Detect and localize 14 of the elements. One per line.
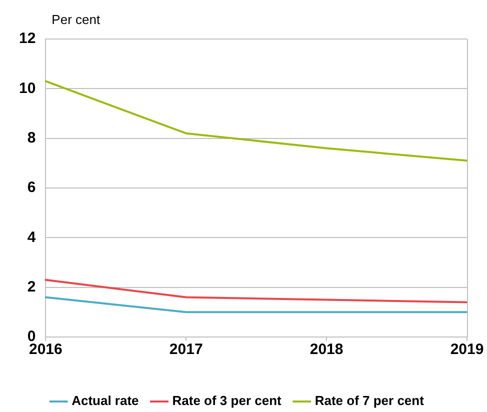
y-tick-label: 6 bbox=[27, 179, 36, 196]
y-tick-label: 4 bbox=[27, 228, 36, 246]
x-tick-label: 2017 bbox=[169, 341, 203, 358]
y-axis-title: Per cent bbox=[52, 12, 100, 27]
y-tick-label: 12 bbox=[18, 30, 36, 48]
legend-label: Rate of 3 per cent bbox=[172, 393, 282, 408]
y-tick-label: 8 bbox=[27, 129, 36, 146]
x-tick-label: 2018 bbox=[310, 341, 344, 358]
x-tick-label: 2016 bbox=[28, 341, 62, 358]
x-tick-label: 2019 bbox=[450, 341, 484, 358]
legend-label: Rate of 7 per cent bbox=[314, 393, 425, 408]
y-tick-label: 10 bbox=[18, 80, 36, 97]
legend-label: Actual rate bbox=[72, 393, 139, 408]
y-tick-label: 2 bbox=[27, 278, 36, 296]
